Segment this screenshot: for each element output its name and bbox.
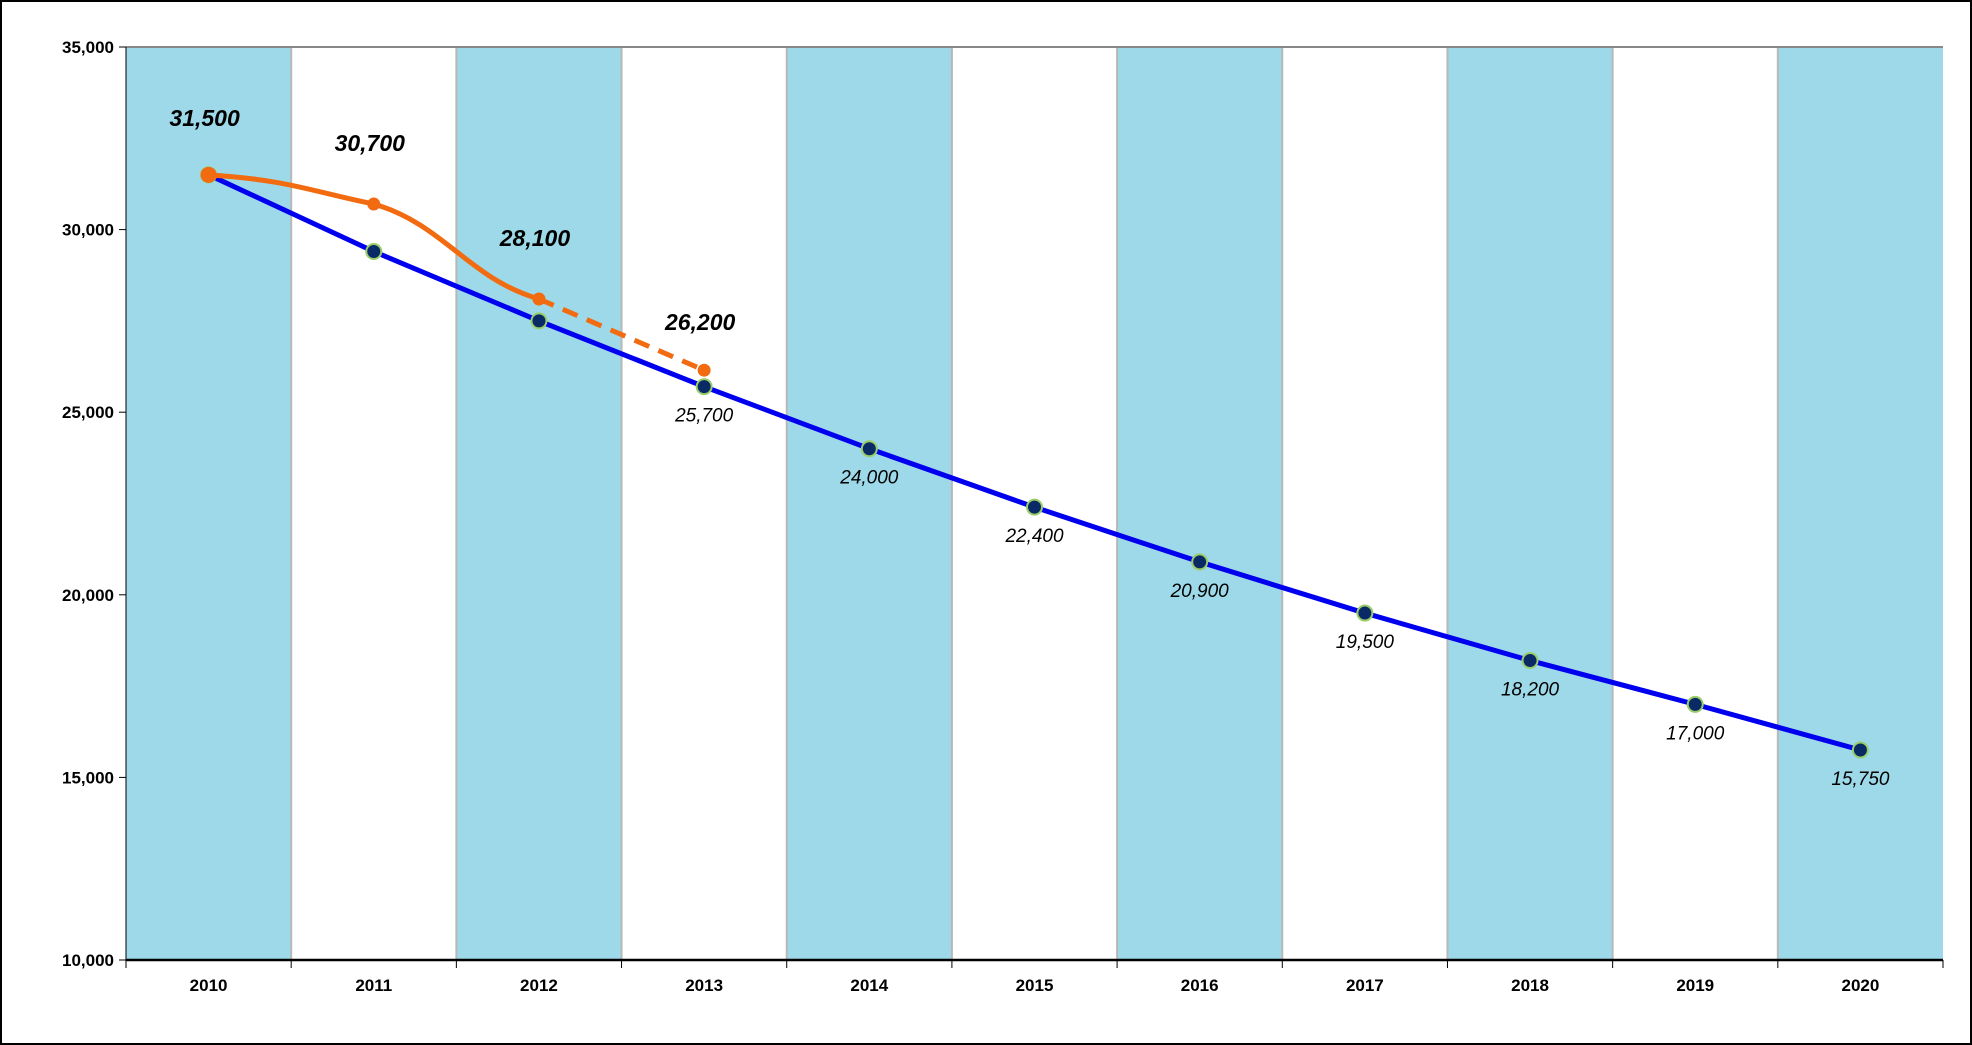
projection-marker: [1851, 741, 1869, 759]
projection-data-label: 19,500: [1336, 632, 1395, 653]
background-band: [1612, 47, 1778, 960]
background-band: [291, 47, 457, 960]
x-tick-label: 2012: [520, 976, 558, 995]
x-tick-label: 2020: [1841, 976, 1879, 995]
projection-data-label: 22,400: [1004, 526, 1064, 547]
actual-marker: [532, 292, 546, 306]
projection-data-label: 17,000: [1666, 723, 1725, 744]
projection-data-label: 15,750: [1831, 769, 1890, 790]
background-band: [1777, 47, 1943, 960]
background-band: [456, 47, 622, 960]
x-tick-label: 2015: [1016, 976, 1054, 995]
projection-marker: [695, 378, 713, 396]
x-tick-label: 2017: [1346, 976, 1384, 995]
projection-marker: [1191, 553, 1209, 571]
y-tick-label: 10,000: [62, 951, 114, 970]
projection-marker: [1686, 695, 1704, 713]
x-tick-label: 2019: [1676, 976, 1714, 995]
background-band: [786, 47, 952, 960]
projection-marker: [365, 243, 383, 261]
projection-marker: [530, 312, 548, 330]
projection-data-label: 24,000: [839, 468, 899, 489]
x-tick-label: 2016: [1181, 976, 1219, 995]
projection-data-label: 20,900: [1170, 581, 1230, 602]
background-band: [621, 47, 787, 960]
y-tick-label: 35,000: [62, 38, 114, 57]
projection-marker: [1026, 498, 1043, 516]
y-tick-label: 25,000: [62, 403, 114, 422]
projection-marker: [860, 440, 878, 458]
y-tick-label: 20,000: [62, 586, 114, 605]
background-band: [1117, 47, 1283, 960]
background-band: [1282, 47, 1448, 960]
actual-data-label: 30,700: [335, 130, 406, 156]
x-tick-label: 2011: [355, 976, 392, 995]
x-tick-label: 2018: [1511, 976, 1549, 995]
background-band: [126, 47, 292, 960]
actual-dashed-line: [537, 296, 706, 373]
y-tick-label: 15,000: [62, 768, 114, 787]
actual-data-label: 28,100: [499, 225, 571, 251]
actual-marker: [200, 166, 217, 183]
actual-marker: [697, 363, 711, 377]
actual-marker: [367, 197, 381, 211]
x-tick-label: 2013: [685, 976, 723, 995]
projection-marker: [1356, 604, 1374, 622]
actual-data-label: 31,500: [169, 105, 240, 131]
background-band: [1447, 47, 1613, 960]
x-tick-label: 2010: [190, 976, 228, 995]
projection-data-label: 25,700: [674, 406, 734, 427]
actual-data-label: 26,200: [664, 309, 736, 335]
y-tick-label: 30,000: [62, 221, 114, 240]
projection-data-label: 18,200: [1501, 680, 1560, 701]
x-tick-label: 2014: [850, 976, 888, 995]
projection-marker: [1521, 652, 1539, 670]
